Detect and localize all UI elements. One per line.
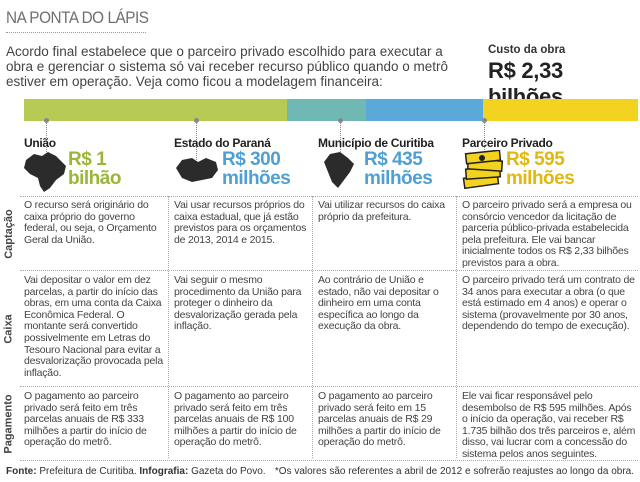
source-credit: Fonte: Prefeitura de Curitiba. Infografi… [6, 466, 266, 477]
table-col-rule [312, 196, 313, 458]
share-bar-municipio [366, 99, 483, 121]
table-cell: Ao contrário de União e estado, não vai … [318, 274, 439, 333]
share-bar-estado [287, 99, 366, 121]
row-label-pagamento: Pagamento [3, 394, 16, 454]
table-col-rule [168, 196, 169, 458]
intro-text: Acordo final estabelece que o parceiro p… [6, 44, 448, 89]
entity-amount-estado: R$ 300 milhões [222, 149, 291, 189]
table-cell: Vai depositar o valor em dez parcelas, a… [24, 274, 163, 379]
entity-amount-uniao: R$ 1 bilhão [68, 149, 121, 189]
entity-amount-municipio: R$ 435 milhões [364, 149, 433, 189]
entity-name-municipio: Município de Curitiba [318, 136, 434, 150]
share-bar-uniao [24, 99, 287, 121]
table-cell: O recurso será originário do caixa própr… [24, 199, 157, 246]
entity-name-uniao: União [24, 136, 56, 150]
table-cell: O pagamento ao parceiro privado será fei… [24, 390, 147, 449]
footnote: *Os valores são referentes a abril de 20… [274, 466, 634, 477]
entity-name-parceiro: Parceiro Privado [462, 136, 553, 150]
money-stack-icon [462, 150, 504, 190]
brazil-map-icon [24, 152, 66, 192]
kicker: NA PONTA DO LÁPIS [6, 8, 149, 27]
table-cell: Vai seguir o mesmo procedimento da União… [174, 274, 302, 333]
connector-line [194, 118, 199, 166]
table-col-rule [456, 196, 457, 458]
table-cell: O parceiro privado terá um contrato de 3… [462, 274, 635, 333]
cost-value: R$ 2,33 bilhões [488, 58, 563, 109]
row-label-captacao: Captação [3, 209, 15, 259]
entity-amount-parceiro: R$ 595 milhões [506, 149, 575, 189]
table-rule [20, 386, 638, 387]
table-cell: O pagamento ao parceiro privado será fei… [318, 390, 441, 449]
entity-name-estado: Estado do Paraná [174, 136, 271, 150]
share-bar-parceiro [483, 99, 638, 121]
table-rule [20, 196, 638, 197]
table-rule [20, 460, 638, 461]
connector-line [482, 118, 487, 166]
table-rule [20, 270, 638, 271]
table-cell: O parceiro privado será a empresa ou con… [462, 199, 632, 269]
table-cell: Ele vai ficar responsável pelo desembols… [462, 390, 636, 460]
table-cell: O pagamento ao parceiro privado será fei… [174, 390, 297, 449]
table-cell: Vai usar recursos próprios do caixa esta… [174, 199, 307, 246]
curitiba-map-icon [324, 152, 354, 188]
connector-line [338, 118, 343, 166]
connector-line [44, 118, 49, 166]
cost-label: Custo da obra [488, 44, 566, 56]
table-cell: Vai utilizar recursos do caixa próprio d… [318, 199, 445, 223]
parana-map-icon [176, 158, 218, 182]
kicker-divider [6, 32, 146, 33]
row-label-caixa: Caixa [3, 314, 16, 344]
